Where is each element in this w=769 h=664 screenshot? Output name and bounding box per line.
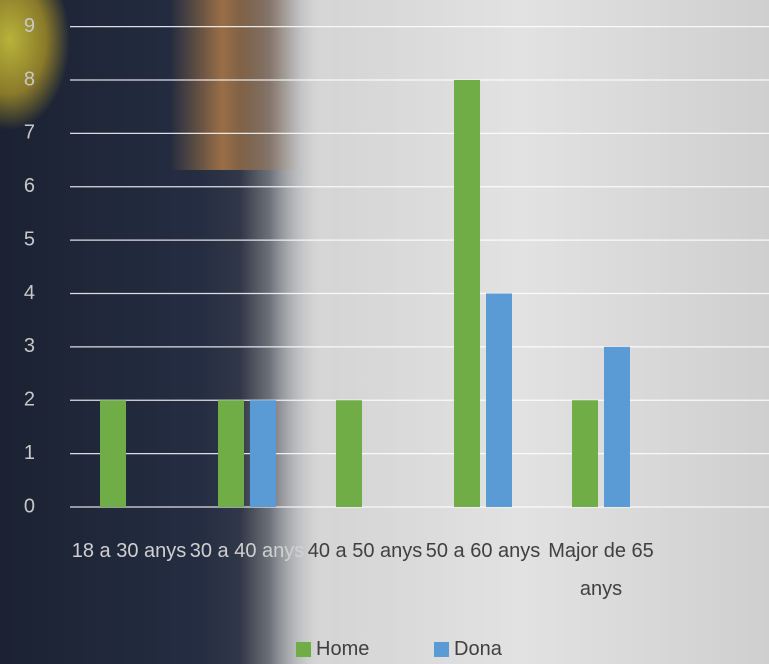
bar bbox=[100, 400, 126, 507]
bar bbox=[486, 293, 512, 507]
y-tick-label: 6 bbox=[24, 175, 35, 197]
legend-swatch bbox=[296, 642, 311, 657]
y-tick-label: 5 bbox=[24, 228, 35, 250]
bar bbox=[572, 400, 598, 507]
bar bbox=[218, 400, 244, 507]
photo-detail bbox=[170, 0, 300, 170]
bar bbox=[604, 346, 630, 507]
legend-swatch bbox=[434, 642, 449, 657]
x-tick-label: 30 a 40 anys bbox=[189, 540, 305, 562]
bar bbox=[454, 79, 480, 507]
y-tick-label: 4 bbox=[24, 282, 35, 304]
y-tick-label: 7 bbox=[24, 122, 35, 144]
legend-label: Home bbox=[316, 638, 370, 660]
y-tick-label: 2 bbox=[24, 389, 35, 411]
x-tick-label: 40 a 50 anys bbox=[307, 540, 423, 562]
legend-item: Home bbox=[296, 638, 369, 661]
y-tick-label: 0 bbox=[24, 495, 35, 517]
bar bbox=[336, 400, 362, 507]
x-tick-label: Major de 65 anys bbox=[548, 540, 654, 600]
y-tick-label: 1 bbox=[24, 442, 35, 464]
y-tick-label: 3 bbox=[24, 335, 35, 357]
x-tick-label: 18 a 30 anys bbox=[71, 540, 187, 562]
y-tick-label: 8 bbox=[24, 68, 35, 90]
x-tick-label: 50 a 60 anys bbox=[425, 540, 541, 562]
bar bbox=[250, 400, 276, 507]
y-tick-label: 9 bbox=[24, 15, 35, 37]
legend-label: Dona bbox=[454, 638, 502, 660]
legend-item: Dona bbox=[434, 638, 502, 661]
